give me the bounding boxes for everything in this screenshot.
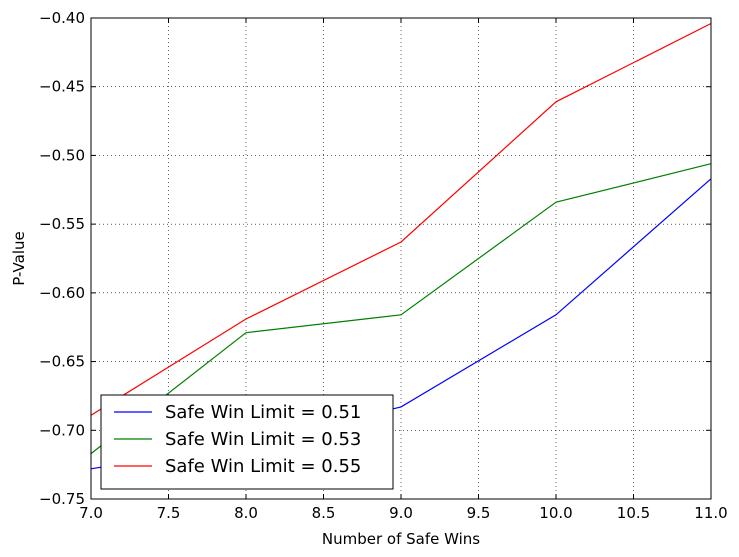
x-tick-label: 8.0: [234, 504, 258, 522]
axis-ticks: [90, 17, 712, 500]
y-tick-label: −0.60: [39, 284, 85, 302]
x-tick-label: 11.0: [694, 504, 727, 522]
x-tick-label: 7.5: [157, 504, 181, 522]
x-tick-label: 8.5: [312, 504, 336, 522]
y-axis-label: P-Value: [10, 231, 28, 285]
y-tick-label: −0.65: [39, 353, 85, 371]
y-tick-label: −0.40: [39, 9, 85, 27]
y-tick-label: −0.55: [39, 215, 85, 233]
x-axis-label: Number of Safe Wins: [322, 530, 480, 548]
series-line-1: [90, 163, 712, 455]
legend-label-0: Safe Win Limit = 0.51: [165, 402, 361, 423]
legend: Safe Win Limit = 0.51 Safe Win Limit = 0.…: [100, 394, 394, 490]
x-tick-label: 9.5: [467, 504, 491, 522]
x-tick-label: 7.0: [79, 504, 103, 522]
legend-label-2: Safe Win Limit = 0.55: [165, 456, 361, 477]
y-tick-label: −0.75: [39, 490, 85, 508]
x-tick-label: 10.0: [539, 504, 572, 522]
x-tick-label: 9.0: [389, 504, 413, 522]
series-line-2: [90, 22, 712, 416]
legend-label-1: Safe Win Limit = 0.53: [165, 429, 361, 450]
x-tick-label: 10.5: [617, 504, 650, 522]
y-tick-label: −0.45: [39, 78, 85, 96]
legend-box: [100, 394, 394, 490]
y-tick-labels: −0.40 −0.45 −0.50 −0.55 −0.60 −0.65 −0.70 −0.75: [39, 9, 85, 508]
x-tick-labels: 7.0 7.5 8.0 8.5 9.0 9.5 10.0 10.5 11.0: [79, 504, 728, 522]
y-tick-label: −0.70: [39, 421, 85, 439]
y-tick-label: −0.50: [39, 146, 85, 164]
